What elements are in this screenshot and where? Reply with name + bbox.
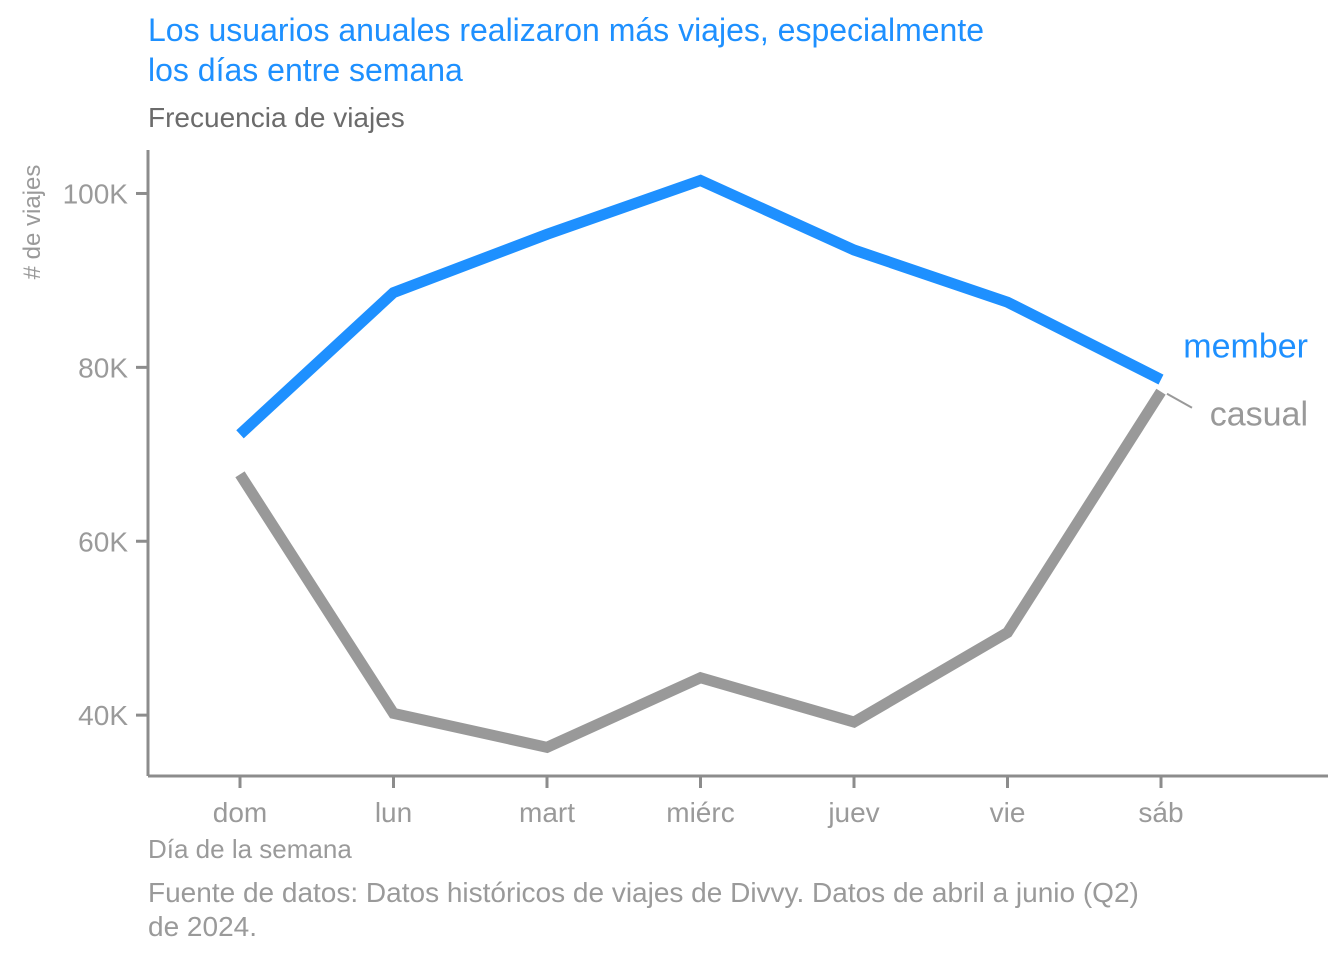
x-tick-label: lun [375, 797, 412, 828]
chart-caption: Fuente de datos: Datos históricos de via… [148, 877, 1139, 942]
y-tick-label: 40K [78, 700, 128, 731]
series-layer: member casual [235, 174, 1308, 754]
series-label-casual: casual [1210, 396, 1308, 434]
chart-subtitle: Frecuencia de viajes [148, 102, 405, 133]
chart-title: Los usuarios anuales realizaron más viaj… [148, 12, 984, 88]
x-tick-label: vie [990, 797, 1026, 828]
x-tick-label: miérc [666, 797, 734, 828]
x-tick-label: juev [827, 797, 879, 828]
series-label-leader-casual [1166, 392, 1193, 409]
y-axis-label: # de viajes [19, 165, 46, 280]
x-tick-label: sáb [1138, 797, 1183, 828]
series-label-member: member [1183, 328, 1308, 366]
x-tick-label: mart [519, 797, 575, 828]
y-tick-label: 80K [78, 352, 128, 383]
y-tick-label: 60K [78, 526, 128, 557]
y-tick-label: 100K [63, 178, 129, 209]
series-line-casual [235, 388, 1166, 754]
series-line-member [236, 174, 1164, 439]
x-axis-label: Día de la semana [148, 834, 352, 864]
x-tick-label: dom [213, 797, 267, 828]
axes: 40K 60K 80K 100K dom lun mart miérc juev vie sáb [63, 150, 1328, 828]
